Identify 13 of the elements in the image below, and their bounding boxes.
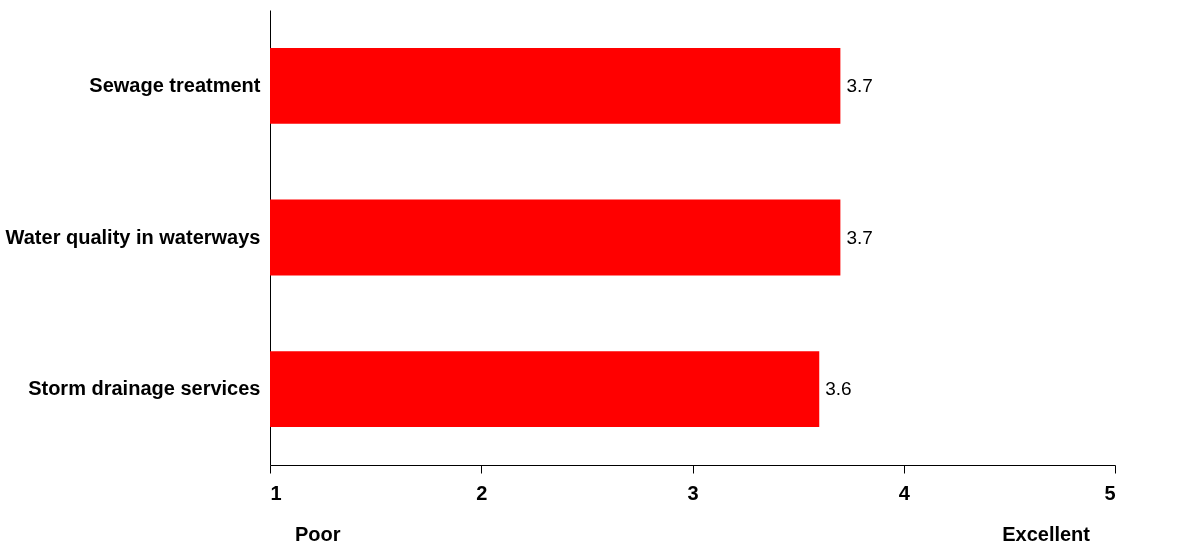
- text: Poor: [295, 523, 341, 545]
- data-label: 3.7: [846, 226, 873, 248]
- data-label: 3.6: [825, 378, 852, 400]
- y-tick-label: Storm drainage services: [28, 377, 261, 400]
- x-tick-label: 2: [476, 481, 488, 504]
- text: Excellent: [1002, 523, 1091, 545]
- x-tick-label: 1: [270, 481, 282, 504]
- data-label: 3.7: [846, 74, 873, 96]
- y-tick-label: Sewage treatment: [89, 73, 261, 96]
- x-tick-label: 5: [1104, 481, 1116, 504]
- x-tick-label: 3: [687, 481, 699, 504]
- y-tick-label: Water quality in waterways: [5, 225, 261, 248]
- x-tick-label: 4: [898, 481, 911, 504]
